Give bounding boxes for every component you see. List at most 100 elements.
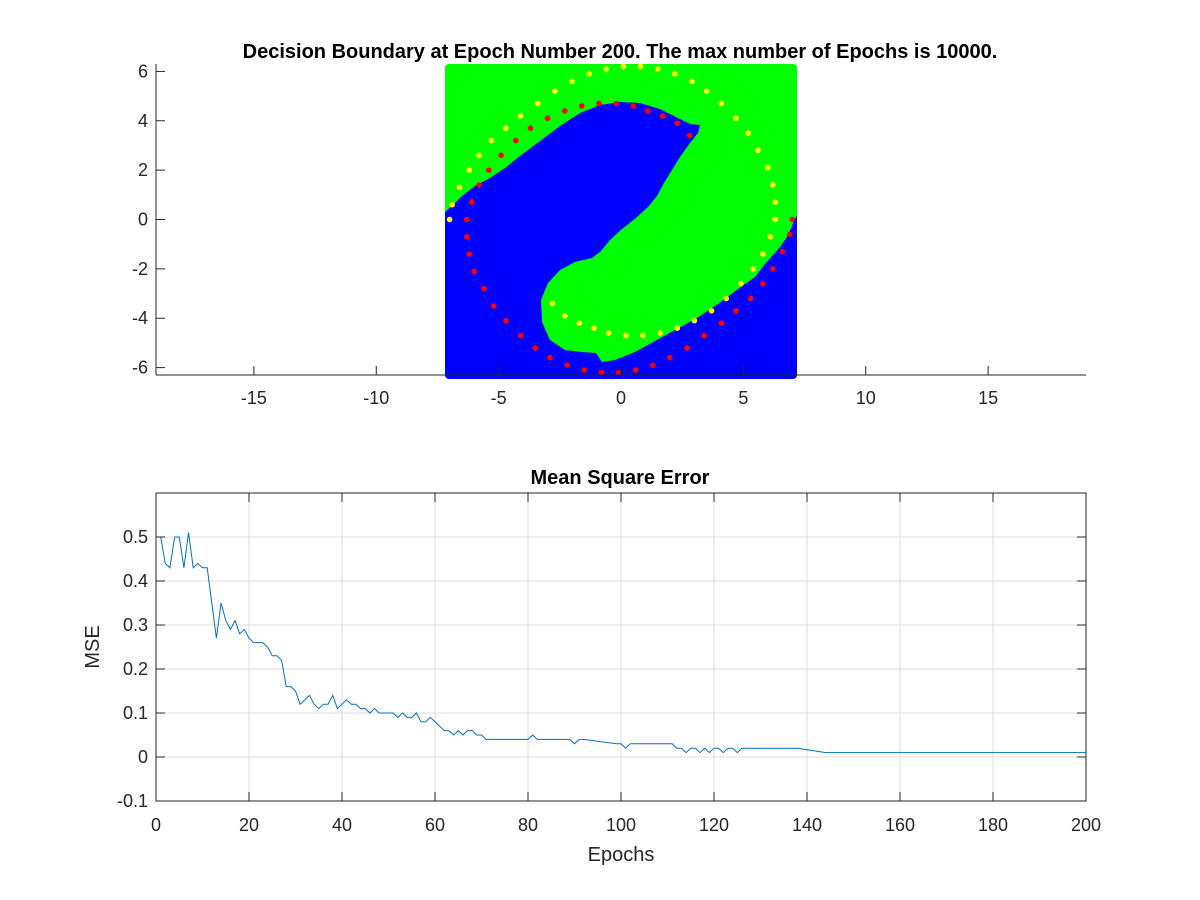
data-point [605, 330, 612, 336]
data-point [466, 167, 473, 173]
x-tick-label: 10 [856, 388, 876, 408]
decision-boundary-title: Decision Boundary at Epoch Number 200. T… [243, 41, 998, 63]
data-point [767, 233, 774, 240]
y-tick-label: 4 [138, 111, 148, 131]
data-point [581, 367, 588, 373]
y-tick-label: 6 [138, 61, 148, 81]
data-point [549, 300, 556, 307]
data-point [733, 115, 739, 122]
data-point [718, 100, 725, 107]
data-point [517, 113, 524, 119]
data-point [471, 268, 477, 275]
data-point [464, 216, 470, 223]
data-point [772, 216, 778, 223]
y-tick-label: 0 [138, 747, 148, 767]
data-point [738, 280, 744, 287]
data-point [503, 317, 509, 324]
data-point [772, 199, 778, 206]
data-point [672, 71, 678, 77]
data-point [468, 199, 475, 206]
data-point [637, 64, 644, 70]
data-point [769, 182, 776, 188]
data-point [630, 103, 637, 109]
data-point [466, 251, 473, 257]
mse-title: Mean Square Error [531, 467, 710, 489]
x-tick-label: -15 [241, 388, 267, 408]
data-point [623, 332, 629, 339]
data-point [747, 295, 754, 302]
data-point [561, 108, 568, 114]
data-point [544, 115, 551, 122]
x-tick-label: 40 [332, 815, 352, 835]
data-point [769, 266, 776, 272]
data-point [564, 362, 570, 368]
data-point [723, 295, 730, 302]
data-point [667, 354, 673, 361]
y-tick-label: 0.4 [123, 571, 148, 591]
data-point [691, 317, 698, 324]
data-point [596, 100, 602, 107]
data-point [765, 164, 771, 171]
data-point [503, 125, 509, 131]
data-point [512, 137, 519, 144]
data-point [689, 78, 695, 85]
data-point [534, 100, 541, 107]
data-point [632, 367, 639, 373]
data-point [615, 369, 622, 376]
data-point [755, 147, 761, 154]
y-tick-label: -0.1 [117, 791, 148, 811]
data-point [598, 369, 605, 376]
data-point [517, 332, 524, 339]
data-point [476, 152, 482, 159]
data-point [456, 184, 463, 191]
y-tick-label: -2 [132, 259, 148, 279]
data-point [449, 201, 455, 208]
x-tick-label: 5 [738, 388, 748, 408]
data-point [576, 320, 583, 326]
data-point [645, 108, 651, 114]
spiral-points [446, 64, 796, 376]
data-point [657, 330, 663, 336]
data-point [446, 216, 453, 223]
data-point [650, 362, 656, 368]
x-tick-label: 0 [616, 388, 626, 408]
x-tick-label: 100 [606, 815, 636, 835]
data-point [476, 182, 482, 188]
y-tick-label: -4 [132, 308, 148, 328]
data-point [686, 132, 693, 139]
x-tick-label: 180 [978, 815, 1008, 835]
x-tick-label: 0 [151, 815, 161, 835]
y-tick-label: 2 [138, 160, 148, 180]
data-point [750, 266, 756, 272]
x-tick-label: 20 [239, 815, 259, 835]
y-tick-label: 0.5 [123, 527, 148, 547]
y-tick-label: 0.2 [123, 659, 148, 679]
data-point [708, 308, 715, 314]
data-point [527, 125, 534, 131]
data-point [701, 332, 708, 339]
x-axis-label: Epochs [588, 844, 655, 866]
data-point [779, 248, 786, 255]
x-tick-label: 60 [425, 815, 445, 835]
data-point [640, 332, 646, 339]
data-point [569, 78, 575, 85]
y-axis-label: MSE [82, 625, 104, 668]
data-point [674, 120, 681, 127]
x-axis-ticks: -15 -10 -5 0 5 10 15 [241, 366, 998, 408]
data-point [674, 325, 681, 331]
data-point [591, 325, 597, 331]
data-point [579, 103, 585, 109]
data-point [481, 285, 487, 292]
data-point [488, 137, 495, 144]
x-axis-ticks: 0 20 40 60 80 100 120 140 160 180 200 [151, 493, 1101, 835]
x-tick-label: 160 [885, 815, 915, 835]
data-point [603, 66, 610, 72]
data-point [760, 280, 766, 287]
y-axis-ticks: -6 -4 -2 0 2 4 6 [132, 61, 165, 378]
y-tick-label: 0 [138, 210, 148, 230]
data-point [684, 345, 690, 351]
data-point [532, 345, 539, 351]
data-point [760, 251, 766, 257]
data-point [547, 354, 553, 361]
class-2-outer-region [445, 102, 797, 379]
